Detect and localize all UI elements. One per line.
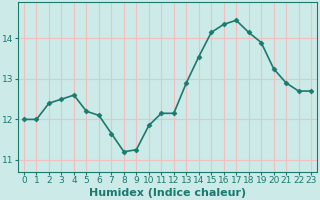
X-axis label: Humidex (Indice chaleur): Humidex (Indice chaleur) (89, 188, 246, 198)
